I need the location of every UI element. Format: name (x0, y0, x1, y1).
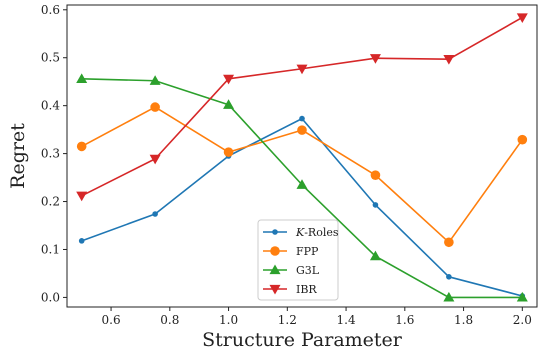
data-point-g3l (443, 291, 455, 302)
data-point-g3l (369, 250, 381, 261)
legend-item-ibr: IBR (263, 283, 317, 296)
y-tick-label: 0.4 (41, 99, 60, 113)
legend-item-fpp: FPP (263, 245, 319, 258)
data-point-g3l (223, 99, 235, 109)
legend-marker (269, 284, 281, 295)
legend: K-Roles FPP G3L IBR (257, 219, 339, 301)
data-point-g3l (149, 75, 161, 85)
y-tick-label: 0.6 (41, 3, 60, 17)
data-point-g3l (516, 291, 528, 302)
legend-item-k-roles: K-Roles (263, 226, 339, 239)
data-point-k-roles (446, 274, 452, 280)
data-point-fpp (370, 170, 381, 180)
legend-label: IBR (296, 283, 317, 296)
legend-marker (270, 246, 280, 256)
data-point-ibr (223, 74, 235, 85)
legend-marker (272, 229, 278, 235)
data-point-k-roles (152, 211, 158, 217)
series-g3l (76, 73, 528, 302)
data-point-ibr (76, 191, 88, 202)
x-tick-label: 0.8 (160, 313, 179, 327)
plot-frame (66, 4, 538, 308)
data-point-fpp (150, 102, 160, 112)
data-point-k-roles (372, 202, 379, 208)
x-tick-label: 1.6 (395, 313, 414, 327)
data-point-k-roles (78, 238, 85, 244)
data-point-fpp (517, 134, 528, 145)
x-tick-label: 1.4 (337, 313, 356, 327)
y-tick-label: 0.3 (41, 147, 60, 161)
y-axis-label: Regret (7, 123, 29, 189)
x-tick-label: 2.0 (513, 313, 532, 327)
legend-label-italic: K (295, 226, 305, 239)
data-point-g3l (76, 73, 88, 83)
x-tick-label: 0.6 (102, 313, 121, 327)
legend-marker (269, 264, 281, 275)
series-ibr (76, 13, 528, 202)
data-point-fpp (76, 141, 87, 152)
legend-label: K-Roles (295, 226, 339, 239)
legend-label-rest: -Roles (304, 226, 339, 239)
x-tick-label: 1.2 (278, 313, 297, 327)
data-point-fpp (444, 237, 454, 248)
y-tick-label: 0.2 (41, 195, 60, 209)
series-fpp (76, 102, 528, 248)
series-line-ibr (81, 16, 523, 197)
series-layer (76, 13, 528, 302)
x-tick-label: 1.0 (219, 313, 238, 327)
y-tick-label: 0.1 (41, 242, 60, 256)
x-tick-label: 1.8 (454, 313, 473, 327)
data-point-fpp (297, 125, 307, 135)
data-point-ibr (443, 55, 455, 65)
x-axis-label: Structure Parameter (202, 329, 403, 351)
y-axis-ticks: 0.0 0.1 0.2 0.3 0.4 0.5 0.6 (41, 3, 67, 304)
data-point-ibr (369, 54, 381, 64)
legend-items: K-Roles FPP G3L IBR (263, 226, 339, 296)
data-point-ibr (296, 64, 308, 75)
data-point-ibr (516, 13, 528, 23)
x-axis-ticks: 0.6 0.8 1.0 1.2 1.4 1.6 1.8 2.0 (102, 307, 532, 327)
data-point-k-roles (299, 115, 305, 122)
data-point-ibr (149, 154, 161, 165)
y-tick-label: 0.0 (41, 290, 60, 304)
legend-label: FPP (296, 245, 319, 258)
y-tick-label: 0.5 (41, 51, 60, 65)
legend-item-g3l: G3L (263, 264, 320, 277)
data-point-fpp (223, 147, 234, 157)
legend-label: G3L (296, 264, 320, 277)
legend-box (257, 219, 339, 301)
data-point-g3l (296, 179, 308, 189)
